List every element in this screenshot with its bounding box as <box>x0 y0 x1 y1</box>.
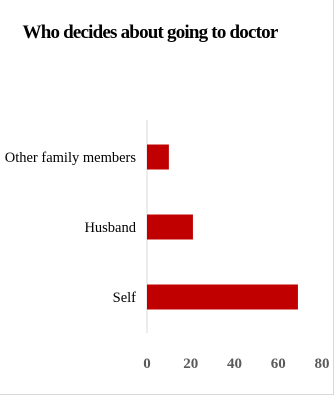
bar-other-family-members <box>147 144 169 170</box>
x-tick-0: 0 <box>143 356 151 372</box>
x-tick-80: 80 <box>315 356 330 372</box>
bars-group <box>147 144 298 310</box>
bar-self <box>147 284 298 310</box>
category-label-self: Self <box>113 290 137 306</box>
chart-title: Who decides about going to doctor <box>22 22 279 43</box>
category-labels: Other family members Husband Self <box>5 150 137 306</box>
x-tick-20: 20 <box>183 356 198 372</box>
x-tick-40: 40 <box>227 356 242 372</box>
x-tick-labels: 0 20 40 60 80 <box>143 356 329 372</box>
bar-husband <box>147 214 193 240</box>
x-tick-60: 60 <box>271 356 286 372</box>
category-label-husband: Husband <box>84 220 136 236</box>
category-label-other-family-members: Other family members <box>5 150 137 166</box>
